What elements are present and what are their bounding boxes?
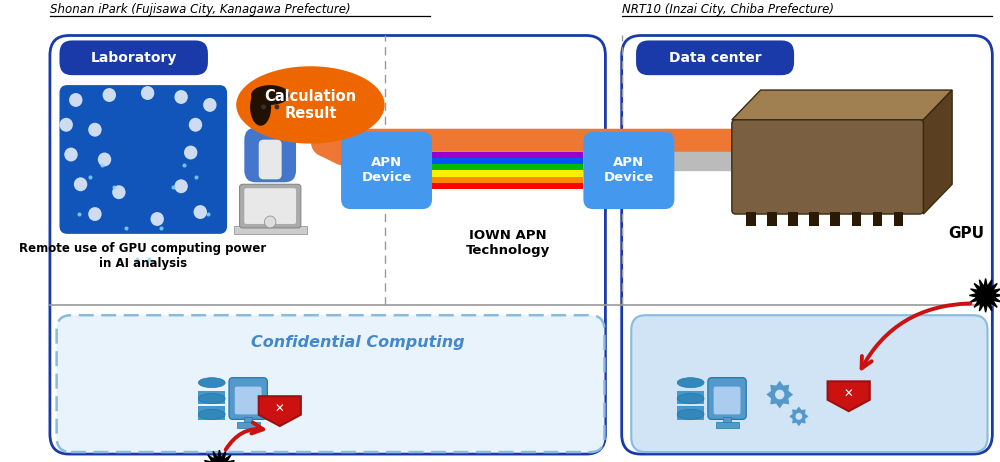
Circle shape (88, 207, 102, 221)
Polygon shape (766, 381, 793, 408)
Polygon shape (203, 450, 236, 462)
Bar (432, 183, 583, 189)
Text: Shonan iPark (Fujisawa City, Kanagawa Prefecture): Shonan iPark (Fujisawa City, Kanagawa Pr… (50, 3, 351, 16)
Bar (234, 226, 307, 234)
Bar (198, 407, 225, 420)
Circle shape (150, 212, 164, 226)
FancyBboxPatch shape (636, 41, 794, 75)
Circle shape (112, 185, 126, 199)
Circle shape (203, 98, 217, 112)
Bar (432, 176, 583, 183)
Bar (894, 212, 903, 226)
Circle shape (174, 179, 188, 193)
Circle shape (103, 88, 116, 102)
Text: GPU: GPU (948, 226, 984, 241)
Circle shape (174, 90, 188, 104)
Text: APN
Device: APN Device (604, 157, 654, 184)
Polygon shape (923, 90, 952, 214)
Text: ✕: ✕ (275, 402, 285, 415)
Text: Laboratory: Laboratory (91, 51, 177, 65)
Ellipse shape (677, 378, 704, 388)
FancyBboxPatch shape (59, 85, 227, 234)
Circle shape (184, 146, 197, 159)
Bar (237, 422, 260, 428)
Ellipse shape (236, 66, 385, 144)
Circle shape (69, 93, 82, 107)
Circle shape (98, 152, 111, 166)
Bar (852, 212, 861, 226)
Text: APN
Device: APN Device (361, 157, 412, 184)
Circle shape (264, 216, 276, 228)
Bar (746, 212, 756, 226)
Bar (788, 212, 798, 226)
Polygon shape (259, 396, 301, 426)
Circle shape (59, 118, 73, 132)
Bar (677, 407, 704, 420)
Bar (830, 212, 840, 226)
Bar (432, 164, 583, 170)
Bar (809, 212, 819, 226)
Ellipse shape (251, 85, 289, 105)
Bar (723, 417, 731, 424)
FancyBboxPatch shape (583, 132, 674, 209)
FancyBboxPatch shape (631, 315, 988, 452)
Polygon shape (828, 381, 870, 411)
FancyBboxPatch shape (240, 184, 301, 228)
Polygon shape (732, 90, 952, 120)
Text: NRT10 (Inzai City, Chiba Prefecture): NRT10 (Inzai City, Chiba Prefecture) (622, 3, 834, 16)
Bar (677, 390, 704, 404)
FancyBboxPatch shape (244, 128, 296, 182)
Bar (432, 152, 583, 158)
Bar (432, 170, 583, 176)
Polygon shape (789, 407, 808, 426)
Text: Remote use of GPU computing power
in AI analysis: Remote use of GPU computing power in AI … (19, 242, 266, 270)
Bar (244, 417, 252, 424)
Bar (198, 390, 225, 404)
Circle shape (64, 147, 78, 161)
Ellipse shape (677, 409, 704, 419)
Bar (716, 422, 739, 428)
Circle shape (74, 177, 87, 191)
Circle shape (189, 118, 202, 132)
Text: Calculation
Result: Calculation Result (264, 89, 356, 121)
Text: ✕: ✕ (844, 388, 854, 401)
FancyBboxPatch shape (229, 378, 267, 419)
Circle shape (251, 87, 289, 127)
FancyBboxPatch shape (57, 315, 604, 452)
FancyBboxPatch shape (244, 188, 296, 224)
Bar (873, 212, 882, 226)
Text: IOWN APN
Technology: IOWN APN Technology (466, 229, 550, 257)
FancyBboxPatch shape (714, 387, 740, 414)
Circle shape (261, 104, 266, 109)
Ellipse shape (198, 409, 225, 419)
Bar (264, 118, 276, 130)
Ellipse shape (198, 394, 225, 403)
FancyBboxPatch shape (259, 140, 282, 179)
Circle shape (194, 205, 207, 219)
FancyBboxPatch shape (732, 120, 923, 214)
FancyBboxPatch shape (59, 41, 208, 75)
Ellipse shape (677, 394, 704, 403)
FancyBboxPatch shape (341, 132, 432, 209)
FancyBboxPatch shape (708, 378, 746, 419)
FancyBboxPatch shape (235, 387, 262, 414)
Ellipse shape (250, 88, 271, 126)
Bar (432, 158, 583, 164)
Text: Confidential Computing: Confidential Computing (251, 335, 465, 351)
Ellipse shape (198, 378, 225, 388)
Circle shape (141, 86, 154, 100)
Bar (767, 212, 777, 226)
Text: Data center: Data center (669, 51, 761, 65)
Circle shape (275, 104, 279, 109)
Circle shape (88, 123, 102, 137)
Circle shape (796, 413, 802, 420)
Circle shape (775, 389, 784, 400)
Polygon shape (969, 279, 1000, 312)
